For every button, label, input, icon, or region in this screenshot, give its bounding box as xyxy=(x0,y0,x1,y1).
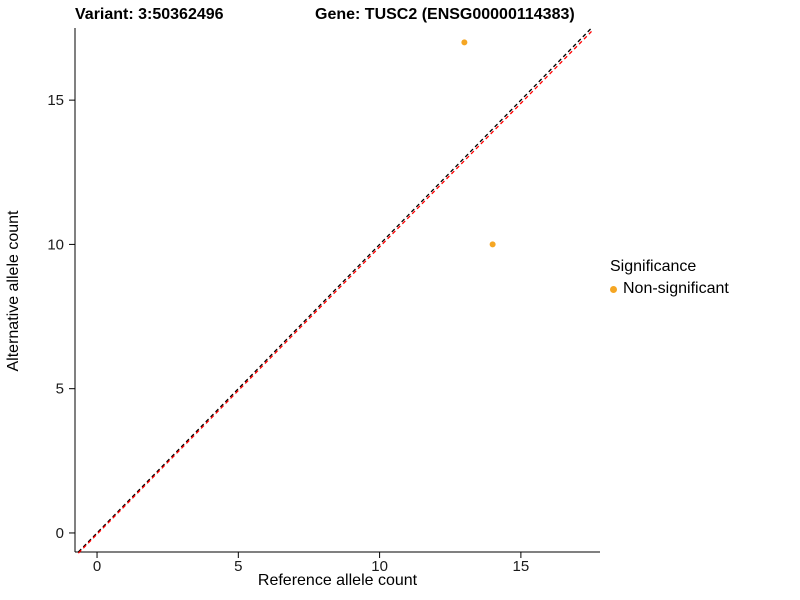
y-tick-label: 15 xyxy=(47,92,64,109)
data-point xyxy=(489,241,496,248)
x-axis-label: Reference allele count xyxy=(257,572,418,589)
y-tick-label: 0 xyxy=(56,525,64,542)
data-point xyxy=(461,39,468,46)
y-tick-label: 5 xyxy=(56,381,64,398)
x-tick-label: 10 xyxy=(371,558,388,575)
x-tick-label: 5 xyxy=(234,558,242,575)
chart-title-gene: Gene: TUSC2 (ENSG00000114383) xyxy=(315,6,575,23)
x-tick-label: 0 xyxy=(93,558,101,575)
fit-line xyxy=(77,31,592,554)
legend-title: Significance xyxy=(610,258,697,275)
y-tick-label: 10 xyxy=(47,236,64,253)
legend: Significance Non-significant xyxy=(610,258,796,298)
legend-point-icon xyxy=(610,285,617,293)
y-axis-label: Alternative allele count xyxy=(5,210,22,372)
identity-line xyxy=(77,27,592,553)
x-tick-label: 15 xyxy=(513,558,530,575)
legend-item-label: Non-significant xyxy=(623,280,729,297)
chart-title-variant: Variant: 3:50362496 xyxy=(75,6,224,23)
legend-item: Non-significant xyxy=(610,280,796,298)
